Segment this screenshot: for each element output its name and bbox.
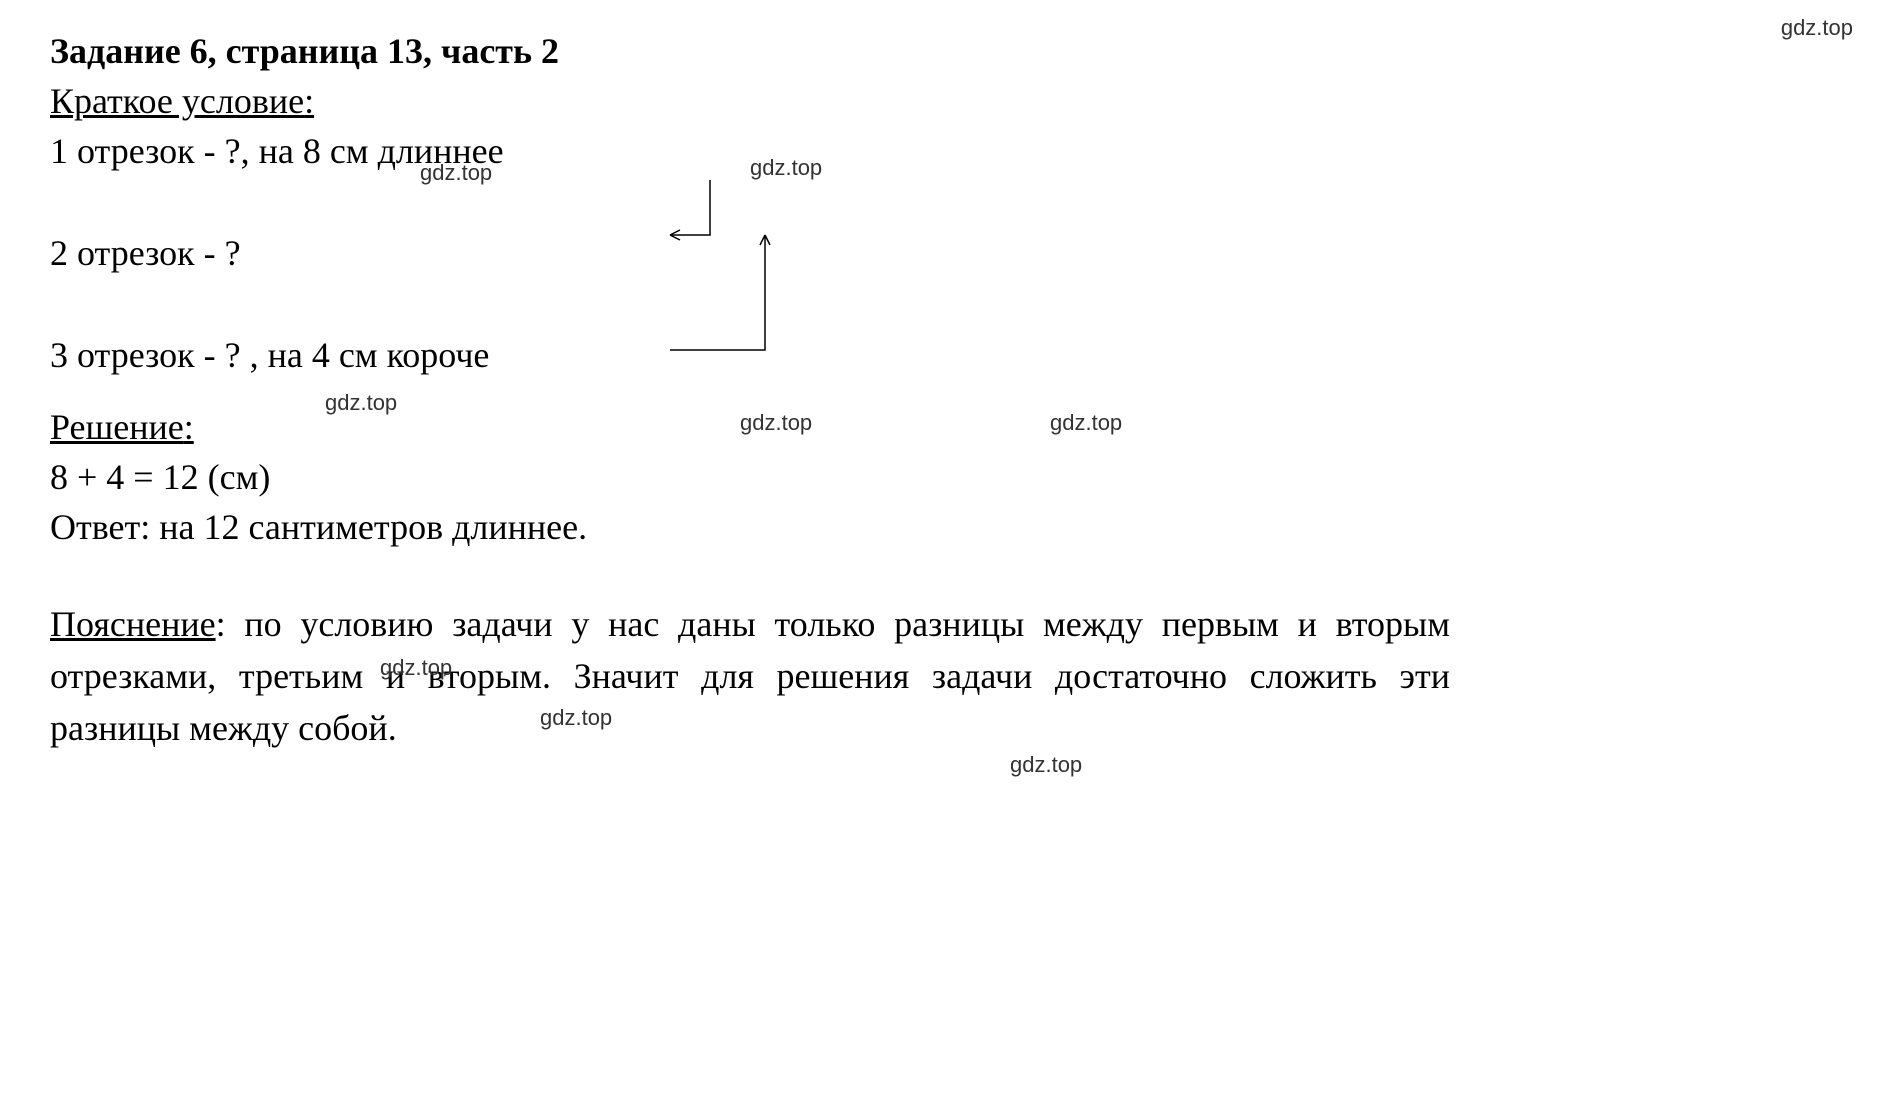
explanation-text: Пояснение: по условию задачи у нас даны … [50,598,1450,755]
explanation-heading: Пояснение [50,604,216,644]
task-title: Задание 6, страница 13, часть 2 [50,30,1450,72]
explanation-section: Пояснение: по условию задачи у нас даны … [50,598,1450,755]
arrow-1-path [670,180,710,235]
watermark-top-right: gdz.top [1781,15,1853,41]
arrow-2-path [670,235,765,350]
solution-calculation: 8 + 4 = 12 (см) [50,456,1450,498]
arrow-svg [650,180,850,460]
condition-line-1: 1 отрезок - ?, на 8 см длиннее [50,130,1450,172]
condition-line-1-group: 1 отрезок - ?, на 8 см длиннее [50,130,1450,172]
content-container: Задание 6, страница 13, часть 2 Краткое … [50,30,1450,755]
explanation-body: : по условию задачи у нас даны только ра… [50,604,1450,748]
arrow-diagram [650,180,850,460]
watermark-7: gdz.top [1010,752,1082,778]
condition-heading: Краткое условие: [50,80,1450,122]
solution-answer: Ответ: на 12 сантиметров длиннее. [50,506,1450,548]
